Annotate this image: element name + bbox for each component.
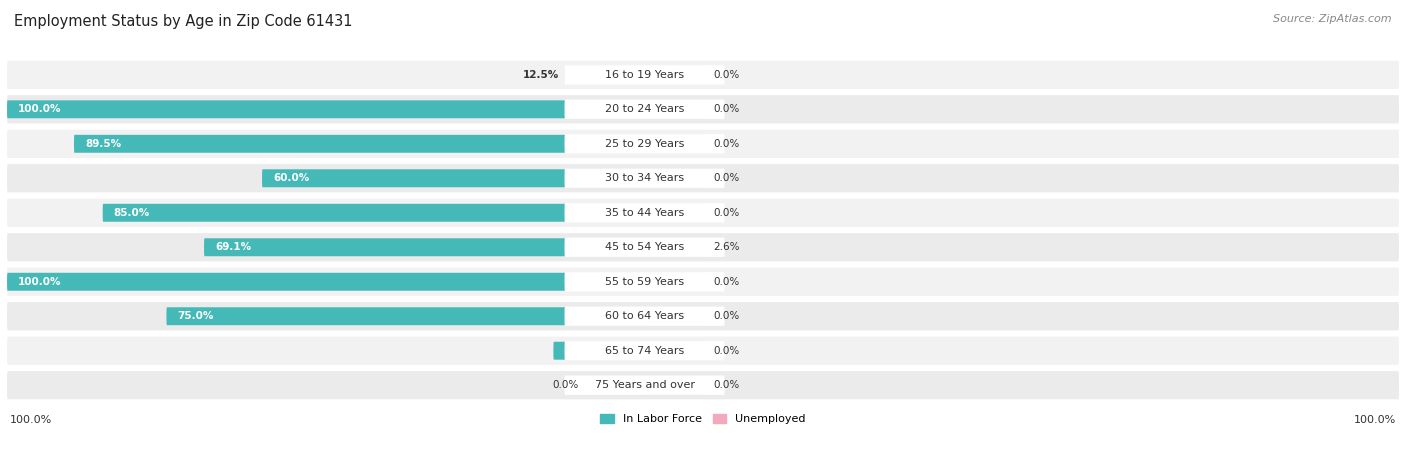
FancyBboxPatch shape [564,134,724,153]
FancyBboxPatch shape [7,273,644,291]
FancyBboxPatch shape [564,238,724,257]
FancyBboxPatch shape [7,371,1399,399]
Text: 30 to 34 Years: 30 to 34 Years [605,173,685,183]
FancyBboxPatch shape [644,66,704,84]
Text: 85.0%: 85.0% [114,208,150,218]
Text: 0.0%: 0.0% [713,70,740,80]
FancyBboxPatch shape [644,204,704,222]
FancyBboxPatch shape [564,341,724,360]
FancyBboxPatch shape [644,273,704,291]
Text: 69.1%: 69.1% [215,242,252,252]
FancyBboxPatch shape [564,307,724,326]
Text: 0.0%: 0.0% [713,380,740,390]
Text: 100.0%: 100.0% [18,277,62,287]
FancyBboxPatch shape [564,169,724,188]
FancyBboxPatch shape [564,65,724,84]
FancyBboxPatch shape [564,100,724,119]
Text: 100.0%: 100.0% [18,104,62,114]
FancyBboxPatch shape [204,238,644,256]
Text: Source: ZipAtlas.com: Source: ZipAtlas.com [1274,14,1392,23]
Text: 20 to 24 Years: 20 to 24 Years [605,104,685,114]
Text: 75 Years and over: 75 Years and over [595,380,695,390]
Legend: In Labor Force, Unemployed: In Labor Force, Unemployed [596,409,810,428]
FancyBboxPatch shape [7,233,1399,262]
FancyBboxPatch shape [7,164,1399,193]
Text: 0.0%: 0.0% [553,380,579,390]
FancyBboxPatch shape [103,204,644,222]
FancyBboxPatch shape [7,302,1399,331]
FancyBboxPatch shape [166,307,644,325]
FancyBboxPatch shape [644,307,704,325]
FancyBboxPatch shape [644,238,704,256]
FancyBboxPatch shape [564,203,724,222]
Text: 60.0%: 60.0% [273,173,309,183]
FancyBboxPatch shape [262,169,644,187]
Text: 35 to 44 Years: 35 to 44 Years [605,208,685,218]
FancyBboxPatch shape [7,95,1399,124]
Text: 60 to 64 Years: 60 to 64 Years [605,311,685,321]
FancyBboxPatch shape [7,198,1399,227]
FancyBboxPatch shape [7,336,1399,365]
FancyBboxPatch shape [644,135,704,153]
FancyBboxPatch shape [554,342,644,360]
FancyBboxPatch shape [564,376,724,395]
Text: 0.0%: 0.0% [713,104,740,114]
Text: 25 to 29 Years: 25 to 29 Years [605,139,685,149]
FancyBboxPatch shape [565,66,644,84]
Text: 16 to 19 Years: 16 to 19 Years [605,70,685,80]
FancyBboxPatch shape [7,100,644,118]
Text: 2.6%: 2.6% [713,242,740,252]
Text: 0.0%: 0.0% [713,346,740,356]
FancyBboxPatch shape [644,376,704,394]
Text: 12.5%: 12.5% [523,70,560,80]
Text: 55 to 59 Years: 55 to 59 Years [605,277,685,287]
Text: 0.0%: 0.0% [713,139,740,149]
Text: 45 to 54 Years: 45 to 54 Years [605,242,685,252]
Text: Employment Status by Age in Zip Code 61431: Employment Status by Age in Zip Code 614… [14,14,353,28]
Text: 0.0%: 0.0% [713,277,740,287]
Text: 100.0%: 100.0% [1354,414,1396,424]
Text: 89.5%: 89.5% [86,139,121,149]
FancyBboxPatch shape [75,135,644,153]
FancyBboxPatch shape [7,61,1399,89]
Text: 14.3%: 14.3% [565,346,600,356]
FancyBboxPatch shape [7,267,1399,296]
FancyBboxPatch shape [644,169,704,187]
FancyBboxPatch shape [564,272,724,291]
Text: 100.0%: 100.0% [10,414,52,424]
FancyBboxPatch shape [644,342,704,360]
FancyBboxPatch shape [7,129,1399,158]
Text: 65 to 74 Years: 65 to 74 Years [605,346,685,356]
Text: 0.0%: 0.0% [713,311,740,321]
Text: 75.0%: 75.0% [177,311,214,321]
FancyBboxPatch shape [644,100,704,118]
Text: 0.0%: 0.0% [713,208,740,218]
Text: 0.0%: 0.0% [713,173,740,183]
